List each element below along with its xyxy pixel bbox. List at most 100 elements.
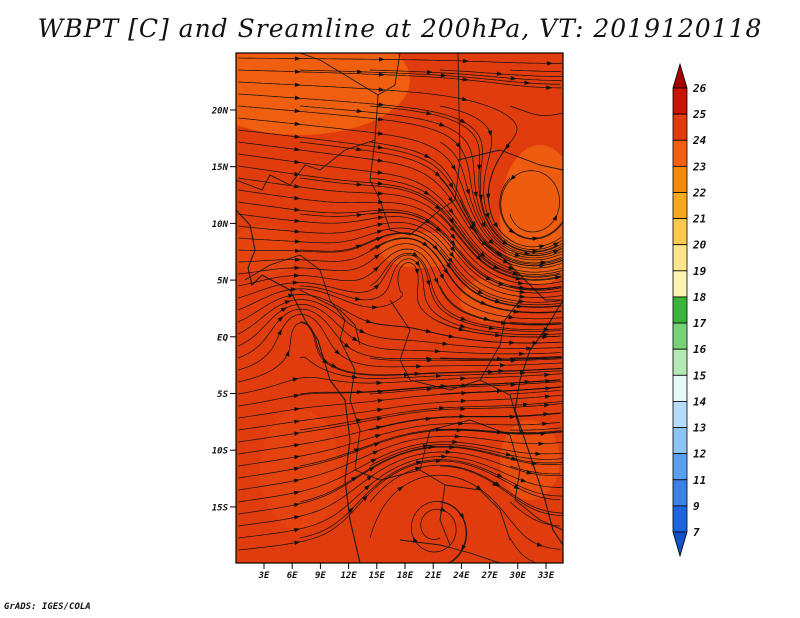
streamline: [369, 141, 562, 264]
streamline-arrowhead: [439, 273, 445, 280]
streamline-arrowhead: [377, 191, 384, 196]
streamline-arrowhead: [414, 371, 421, 376]
streamline-arrowhead: [544, 394, 551, 399]
streamline-arrowhead: [518, 299, 525, 304]
colorbar-label: 25: [692, 108, 707, 121]
streamline: [299, 356, 562, 379]
streamline-arrowhead: [441, 454, 448, 459]
streamline-arrowhead: [494, 481, 501, 487]
streamline-arrowhead: [414, 268, 420, 275]
colorbar-label: 21: [692, 213, 706, 226]
streamline-arrowhead: [460, 376, 467, 381]
streamline: [439, 465, 563, 517]
streamline-arrowhead: [543, 332, 550, 337]
streamline-arrowhead: [524, 80, 531, 85]
streamline-arrowhead: [294, 419, 301, 424]
streamline-arrowhead: [526, 346, 533, 351]
streamline-arrowhead: [378, 87, 385, 92]
streamline-arrowhead: [512, 271, 519, 276]
streamline-arrowhead: [292, 377, 299, 382]
streamline-arrowhead: [434, 348, 441, 354]
streamline: [237, 394, 563, 431]
streamline-arrowhead: [377, 181, 384, 186]
streamline-arrowhead: [378, 102, 385, 107]
streamline: [300, 258, 562, 335]
streamline-arrowhead: [422, 241, 429, 247]
streamline: [439, 105, 562, 250]
streamline-arrowhead: [496, 71, 503, 76]
streamline-arrowhead: [452, 439, 459, 445]
colorbar-label: 20: [692, 239, 707, 252]
streamline-arrowhead: [509, 340, 516, 345]
colorbar-swatch: [672, 427, 688, 455]
streamline: [299, 459, 563, 539]
streamline: [369, 464, 563, 514]
streamline-arrowhead: [496, 356, 503, 362]
streamline-arrowhead: [520, 478, 527, 483]
streamline-arrowhead: [478, 194, 483, 201]
streamline-arrowhead: [416, 364, 423, 369]
streamline-arrowhead: [435, 427, 442, 432]
streamline-arrowhead: [293, 527, 301, 533]
lon-tick-label: 12E: [340, 571, 357, 581]
streamline-arrowhead: [294, 134, 301, 139]
streamline-arrowhead: [499, 363, 506, 368]
streamline-arrowhead: [460, 398, 467, 404]
streamline-arrowhead: [492, 264, 500, 270]
streamline-arrowhead: [403, 372, 410, 377]
streamline: [439, 501, 467, 563]
colorbar-swatch: [672, 113, 688, 141]
streamline-arrowhead: [378, 57, 385, 62]
streamline-arrowhead: [532, 236, 539, 241]
streamline-arrowhead: [294, 218, 301, 223]
streamline-arrowhead: [461, 390, 468, 396]
streamline-arrowhead: [294, 248, 301, 254]
streamline-arrowhead: [356, 69, 363, 74]
streamline-arrowhead: [455, 142, 461, 149]
streamline-arrowhead: [483, 316, 490, 321]
streamline-arrowhead: [480, 300, 487, 305]
streamline-arrowhead: [488, 325, 495, 331]
lat-tick-label: 5S: [217, 390, 228, 400]
streamline-arrowhead: [481, 240, 488, 247]
streamline-arrowhead: [448, 333, 455, 339]
streamline-arrowhead: [294, 121, 301, 126]
map-frame: [235, 52, 564, 564]
streamline-arrowhead: [426, 110, 433, 116]
streamline-arrowhead: [424, 153, 431, 159]
streamline-arrowhead: [519, 285, 526, 290]
colorbar-swatch: [672, 374, 688, 402]
streamline-arrowhead: [510, 358, 517, 363]
streamline-arrowhead: [377, 215, 385, 220]
streamline-arrowhead: [378, 72, 385, 77]
streamline: [509, 537, 536, 563]
streamline-arrowhead: [439, 405, 446, 411]
streamline-arrowhead: [277, 316, 284, 322]
streamline-arrowhead: [532, 249, 539, 254]
streamline-arrowhead: [445, 449, 452, 455]
streamline-arrowhead: [435, 226, 442, 233]
streamline-arrowhead: [294, 195, 301, 201]
streamline-arrowhead: [536, 542, 543, 547]
streamline: [237, 254, 561, 332]
lon-tick-label: 30E: [509, 571, 527, 581]
streamline-arrowhead: [435, 373, 442, 379]
streamline-arrowhead: [465, 188, 470, 196]
colorbar-label: 16: [693, 343, 707, 356]
streamline-arrowhead: [294, 407, 301, 412]
streamline-arrowhead: [293, 478, 301, 483]
streamline-arrowhead: [487, 130, 492, 137]
streamline: [299, 379, 561, 395]
streamline-arrowhead: [376, 416, 383, 422]
streamline: [487, 141, 562, 248]
streamline-arrowhead: [458, 326, 465, 332]
streamline-arrowhead: [355, 244, 363, 250]
streamline-arrowhead: [540, 431, 547, 436]
streamline-arrowhead: [462, 58, 469, 64]
streamline-arrowhead: [519, 430, 526, 435]
streamline-arrowhead: [449, 246, 456, 253]
country-boundaries: [236, 53, 563, 563]
colorbar-min-arrow: [672, 531, 688, 558]
colorbar-swatch: [672, 218, 688, 246]
grads-credit: GrADS: IGES/COLA: [4, 602, 91, 612]
